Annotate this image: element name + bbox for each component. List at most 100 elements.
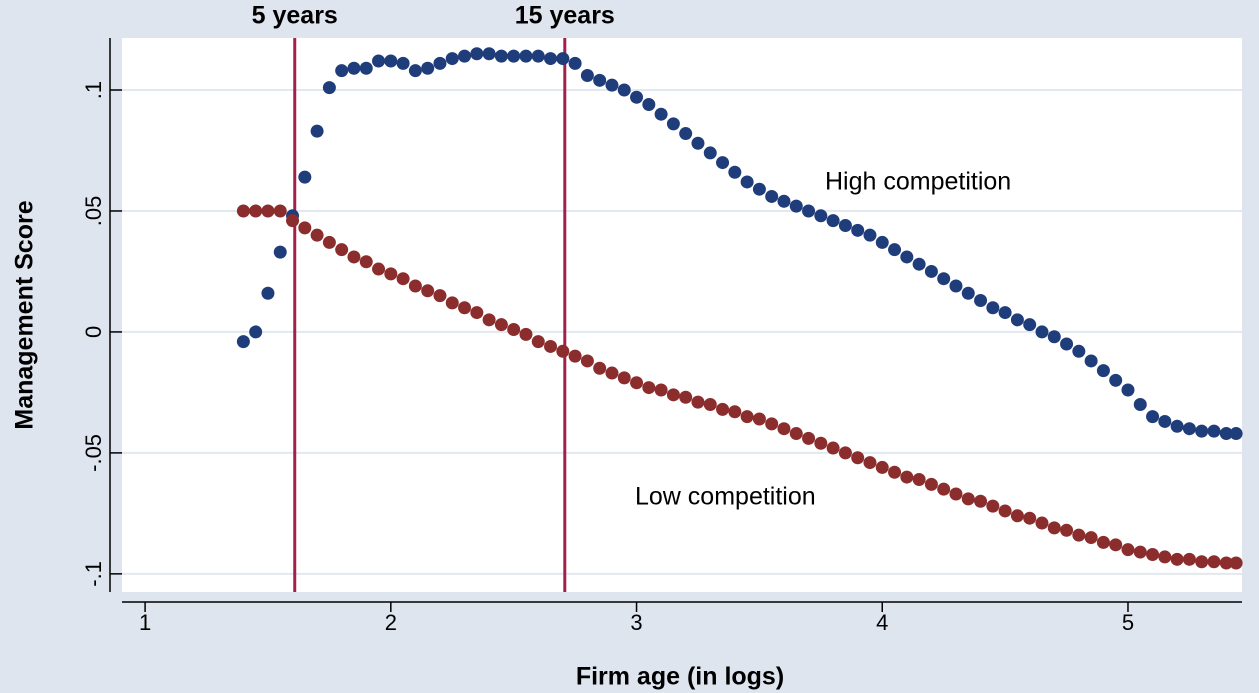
marker — [1096, 535, 1110, 549]
marker — [544, 52, 558, 66]
marker — [777, 194, 791, 208]
marker — [298, 221, 312, 235]
marker — [826, 441, 840, 455]
marker — [1229, 427, 1243, 441]
marker — [298, 170, 312, 184]
marker — [568, 56, 582, 70]
marker — [593, 361, 607, 375]
marker — [519, 49, 533, 63]
marker — [888, 243, 902, 257]
marker — [1158, 414, 1172, 428]
marker — [691, 136, 705, 150]
marker — [273, 204, 287, 218]
marker — [445, 52, 459, 66]
marker — [1158, 550, 1172, 564]
marker — [1010, 509, 1024, 523]
y-axis-title: Management Score — [11, 200, 39, 429]
marker — [900, 250, 914, 264]
marker — [740, 410, 754, 424]
marker — [544, 339, 558, 353]
marker — [1035, 325, 1049, 339]
y-tick-label: .05 — [81, 196, 106, 227]
marker — [1023, 511, 1037, 525]
reference-label: 5 years — [252, 2, 338, 30]
marker — [998, 306, 1012, 320]
marker — [359, 61, 373, 75]
marker — [679, 390, 693, 404]
marker — [789, 427, 803, 441]
marker — [1084, 354, 1098, 368]
marker — [408, 279, 422, 293]
y-tick-label: -.05 — [81, 434, 106, 472]
marker — [666, 117, 680, 131]
marker — [986, 499, 1000, 513]
marker — [863, 456, 877, 470]
marker — [1035, 516, 1049, 530]
marker — [1109, 538, 1123, 552]
marker — [863, 228, 877, 242]
marker — [912, 473, 926, 487]
marker — [433, 56, 447, 70]
marker — [494, 318, 508, 332]
marker — [261, 204, 275, 218]
marker — [494, 49, 508, 63]
marker — [1146, 548, 1160, 562]
marker — [1146, 410, 1160, 424]
marker — [445, 296, 459, 310]
marker — [1195, 555, 1209, 569]
marker — [605, 366, 619, 380]
marker — [924, 264, 938, 278]
marker — [384, 267, 398, 281]
marker — [605, 78, 619, 92]
marker — [347, 61, 361, 75]
marker — [359, 255, 373, 269]
marker — [949, 279, 963, 293]
marker — [396, 272, 410, 286]
marker — [1182, 422, 1196, 436]
marker — [1170, 552, 1184, 566]
marker — [507, 49, 521, 63]
marker — [814, 209, 828, 223]
marker — [273, 245, 287, 259]
marker — [1182, 552, 1196, 566]
marker — [802, 431, 816, 445]
marker — [1047, 330, 1061, 344]
marker — [728, 405, 742, 419]
marker — [372, 54, 386, 68]
marker — [716, 156, 730, 170]
marker — [507, 323, 521, 337]
marker — [335, 64, 349, 78]
marker — [752, 182, 766, 196]
marker — [433, 289, 447, 303]
x-tick-label: 2 — [385, 610, 397, 635]
marker — [875, 235, 889, 249]
marker — [310, 228, 324, 242]
marker — [421, 284, 435, 298]
marker — [986, 301, 1000, 315]
y-tick-label: -.1 — [81, 561, 106, 587]
marker — [630, 376, 644, 390]
marker — [249, 325, 263, 339]
marker — [1121, 383, 1135, 397]
marker — [1195, 424, 1209, 438]
marker — [556, 344, 570, 358]
marker — [937, 482, 951, 496]
marker — [482, 47, 496, 61]
marker — [580, 68, 594, 82]
marker — [1047, 521, 1061, 535]
marker — [728, 165, 742, 179]
marker — [1219, 556, 1233, 570]
reference-label: 15 years — [515, 2, 615, 30]
marker — [408, 64, 422, 78]
marker — [888, 465, 902, 479]
marker — [765, 417, 779, 431]
marker — [347, 250, 361, 264]
marker — [1207, 424, 1221, 438]
marker — [1060, 523, 1074, 537]
marker — [961, 492, 975, 506]
marker — [617, 371, 631, 385]
marker — [1121, 543, 1135, 557]
marker — [838, 218, 852, 232]
marker — [519, 327, 533, 341]
marker — [236, 204, 250, 218]
